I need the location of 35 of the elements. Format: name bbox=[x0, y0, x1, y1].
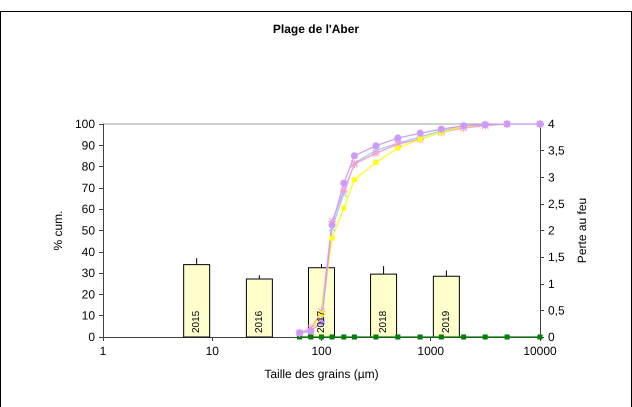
y-tick-label: 90 bbox=[82, 138, 96, 152]
series-label: 2016 bbox=[254, 310, 265, 333]
x-tick-label: 100 bbox=[311, 344, 332, 358]
y2-tick-label: 2,5 bbox=[548, 196, 566, 211]
x-tick-label: 10 bbox=[206, 344, 220, 358]
y-tick-label: 30 bbox=[82, 266, 96, 280]
y-tick-label: 40 bbox=[82, 244, 96, 259]
series-label: 2019 bbox=[440, 310, 452, 333]
y2-tick-label: 3,5 bbox=[548, 144, 566, 158]
y-tick-label: 60 bbox=[82, 202, 96, 216]
x-tick-label: 10000 bbox=[523, 344, 558, 358]
y2-tick-label: 3 bbox=[548, 170, 555, 184]
y-tick-label: 0 bbox=[88, 330, 96, 344]
y2-tick-label: 0,5 bbox=[548, 303, 566, 318]
series-label: 2018 bbox=[378, 310, 390, 333]
bar bbox=[246, 278, 273, 338]
series-label: 2017 bbox=[316, 310, 327, 333]
y-tick-label: 80 bbox=[82, 160, 96, 174]
y-tick-label: 20 bbox=[82, 287, 96, 302]
x-tick-label: 1000 bbox=[417, 344, 444, 358]
chart-title: Plage de l'Aber bbox=[272, 22, 360, 36]
y-tick-label: 50 bbox=[82, 224, 96, 238]
y-axis-title: % cum. bbox=[51, 210, 66, 251]
y2-axis-title: Perte au feu bbox=[575, 198, 589, 264]
y-tick-label: 70 bbox=[82, 180, 96, 195]
y2-tick-label: 1 bbox=[548, 276, 555, 291]
series-label: 2015 bbox=[191, 310, 202, 333]
y2-tick-label: 4 bbox=[548, 117, 555, 131]
y-tick-label: 10 bbox=[82, 308, 96, 323]
x-axis-title: Taille des grains (µm) bbox=[264, 367, 379, 381]
y2-tick-label: 0 bbox=[548, 330, 555, 344]
y2-tick-label: 2 bbox=[548, 224, 555, 238]
x-tick-label: 1 bbox=[100, 344, 107, 358]
y2-tick-label: 1,5 bbox=[548, 250, 566, 264]
y-tick-label: 100 bbox=[74, 117, 96, 131]
